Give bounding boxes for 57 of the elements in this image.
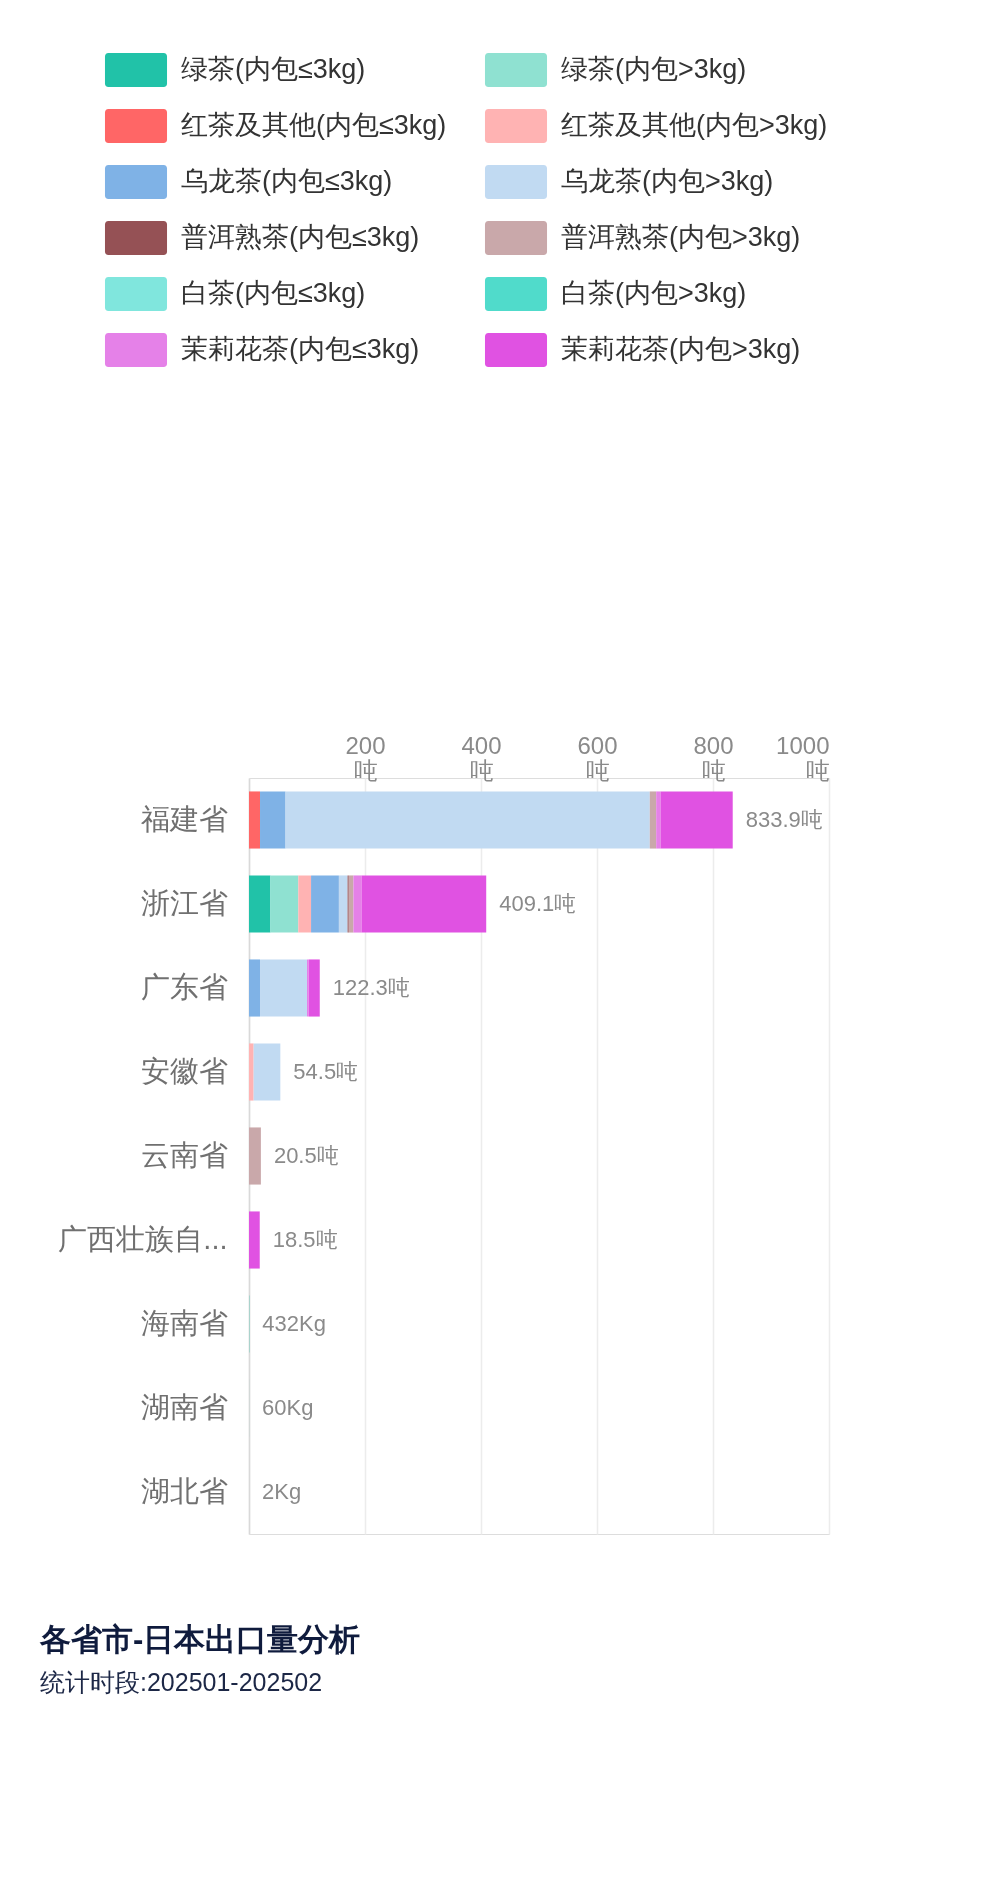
x-tick-label: 800 吨	[693, 731, 734, 784]
y-tick-label: 湖南省	[140, 1391, 228, 1423]
legend-label: 红茶及其他(内包>3kg)	[561, 110, 828, 140]
total-label: 409.1吨	[499, 891, 577, 916]
bar	[249, 1127, 261, 1185]
legend-label: 普洱熟茶(内包≤3kg)	[181, 222, 420, 252]
bar	[361, 875, 487, 933]
legend-label: 乌龙茶(内包>3kg)	[561, 166, 774, 196]
text: 各省市-日本出口量分析	[39, 1622, 361, 1657]
bar	[260, 791, 286, 849]
y-tick-label: 湖北省	[140, 1475, 228, 1507]
x-tick-label: 1000 吨	[776, 731, 830, 784]
y-tick-label: 浙江省	[140, 887, 228, 919]
total-label: 2Kg	[262, 1479, 302, 1504]
bar	[298, 875, 312, 933]
bar	[285, 791, 650, 849]
bar	[308, 959, 320, 1017]
x-tick-label: 400 吨	[461, 731, 502, 784]
legend-label: 红茶及其他(内包≤3kg)	[181, 110, 447, 140]
bar	[311, 875, 339, 933]
legend-label: 绿茶(内包≤3kg)	[181, 54, 366, 84]
text: 统计时段:202501-202502	[40, 1668, 323, 1696]
bar	[649, 791, 657, 849]
y-tick-label: 广东省	[140, 971, 228, 1003]
bar	[249, 875, 271, 933]
bar	[338, 875, 348, 933]
legend-label: 白茶(内包≤3kg)	[181, 278, 366, 308]
total-label: 122.3吨	[332, 975, 410, 1000]
bar	[656, 791, 661, 849]
bar	[660, 791, 733, 849]
bar	[249, 791, 261, 849]
bar	[260, 959, 307, 1017]
total-label: 432Kg	[262, 1311, 326, 1336]
legend-label: 茉莉花茶(内包≤3kg)	[181, 334, 420, 364]
total-label: 60Kg	[262, 1395, 314, 1420]
total-label: 18.5吨	[272, 1227, 338, 1252]
x-tick-label: 200 吨	[345, 731, 386, 784]
legend-label: 绿茶(内包>3kg)	[561, 54, 747, 84]
total-label: 833.9吨	[745, 807, 823, 832]
legend-label: 普洱熟茶(内包>3kg)	[561, 222, 801, 252]
total-label: 54.5吨	[293, 1059, 359, 1084]
bar	[353, 875, 362, 933]
bar	[253, 1043, 281, 1101]
legend-label: 白茶(内包>3kg)	[561, 278, 747, 308]
legend-label: 乌龙茶(内包≤3kg)	[181, 166, 393, 196]
legend-label: 茉莉花茶(内包>3kg)	[561, 334, 801, 364]
y-tick-label: 云南省	[140, 1139, 228, 1171]
bar	[249, 1211, 260, 1269]
y-tick-label: 广西壮族自...	[58, 1223, 228, 1255]
total-label: 20.5吨	[273, 1143, 339, 1168]
bar	[270, 875, 299, 933]
bar	[249, 959, 261, 1017]
y-tick-label: 福建省	[140, 803, 228, 835]
y-tick-label: 海南省	[140, 1307, 228, 1339]
y-tick-label: 安徽省	[140, 1055, 228, 1087]
bar	[249, 1043, 254, 1101]
x-tick-label: 600 吨	[577, 731, 618, 784]
